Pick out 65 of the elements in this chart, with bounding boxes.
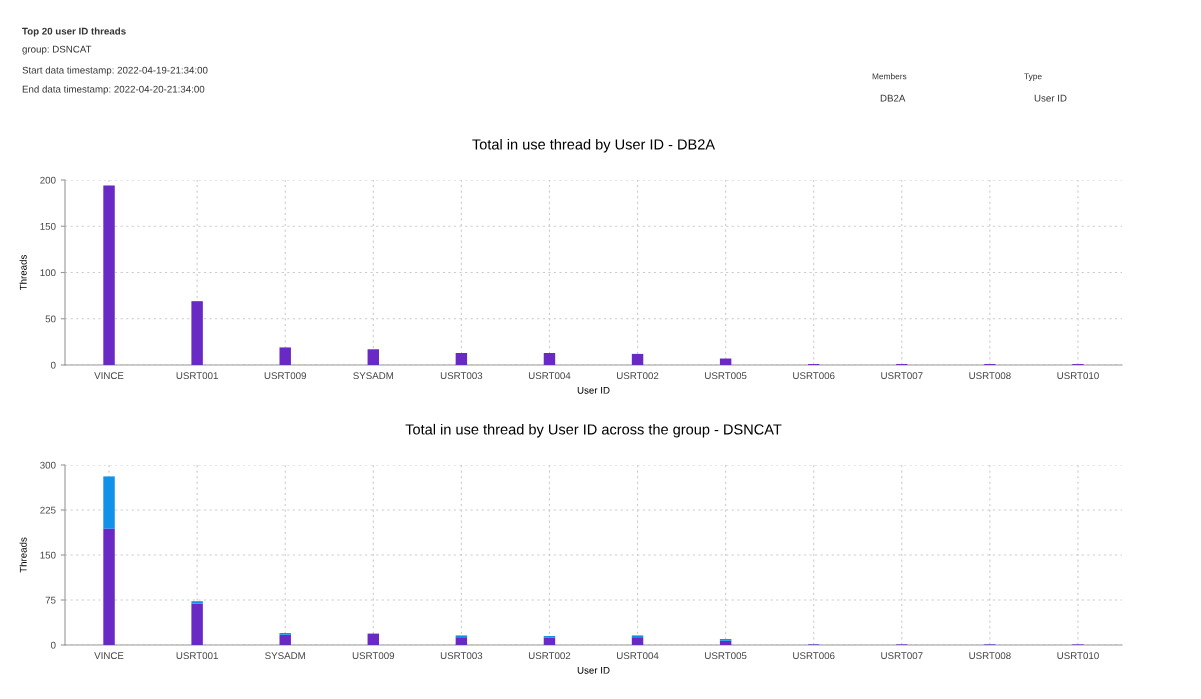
x-tick-label: USRT005 (705, 652, 747, 660)
y-tick-label: 200 (40, 176, 56, 184)
x-axis-title: User ID (577, 666, 610, 674)
x-tick-label: VINCE (94, 652, 124, 660)
y-tick-label: 75 (45, 596, 56, 604)
x-axis-title: User ID (577, 386, 610, 394)
bar (191, 603, 203, 645)
bar (279, 347, 291, 365)
x-tick-label: USRT003 (440, 652, 483, 660)
x-tick-label: SYSADM (265, 652, 305, 660)
bar (455, 352, 468, 365)
x-tick-label: USRT006 (793, 652, 835, 660)
text: Top 20 user ID threads (22, 27, 126, 37)
x-tick-label: USRT010 (1057, 372, 1099, 380)
y-axis-title: Threads (19, 255, 27, 291)
y-tick-label: 100 (40, 269, 56, 277)
bar (103, 476, 115, 529)
x-tick-label: VINCE (94, 372, 124, 380)
y-tick-label: 0 (50, 641, 56, 649)
chart-title: Total in use thread by User ID - DB2A (472, 138, 716, 153)
bar (103, 528, 115, 645)
x-tick-label: USRT006 (793, 372, 835, 380)
text: User ID (1034, 94, 1067, 102)
x-tick-label: USRT004 (528, 372, 571, 380)
x-tick-label: USRT008 (969, 372, 1011, 380)
x-tick-label: USRT002 (617, 372, 659, 380)
y-tick-label: 50 (45, 315, 56, 323)
bar (631, 637, 644, 645)
bar (543, 637, 556, 645)
y-tick-label: 0 (50, 361, 56, 369)
y-tick-label: 150 (40, 222, 56, 230)
bar (367, 349, 380, 365)
text: group: DSNCAT (22, 45, 92, 55)
bar (191, 301, 203, 365)
bar (367, 633, 380, 645)
text: Type (1024, 73, 1042, 81)
y-tick-label: 300 (40, 461, 56, 469)
x-tick-label: USRT007 (881, 372, 923, 380)
x-tick-label: USRT001 (176, 372, 218, 380)
x-tick-label: USRT001 (176, 652, 218, 660)
x-tick-label: USRT009 (264, 372, 307, 380)
x-tick-label: USRT008 (969, 652, 1011, 660)
x-tick-label: USRT007 (881, 652, 923, 660)
chart-title: Total in use thread by User ID across the group - DSNCAT (405, 423, 782, 438)
y-axis-title: Threads (19, 537, 27, 573)
bar (279, 634, 291, 645)
x-tick-label: SYSADM (353, 372, 394, 380)
text: Start data timestamp: 2022-04-19-21:34:00 (22, 66, 208, 76)
x-tick-label: USRT009 (352, 652, 395, 660)
bar (191, 601, 203, 604)
x-tick-label: USRT004 (617, 652, 659, 660)
text: DB2A (880, 94, 906, 102)
bar (719, 640, 732, 645)
bar (455, 637, 468, 645)
x-tick-label: USRT010 (1057, 652, 1099, 660)
y-tick-label: 150 (40, 551, 56, 559)
y-tick-label: 225 (40, 506, 56, 514)
text: End data timestamp: 2022-04-20-21:34:00 (22, 85, 205, 95)
bar (103, 185, 115, 365)
bar (631, 353, 644, 365)
bar (543, 352, 556, 365)
x-tick-label: USRT002 (528, 652, 571, 660)
x-tick-label: USRT005 (705, 372, 747, 380)
text: Members (872, 73, 907, 80)
x-tick-label: USRT003 (440, 372, 483, 380)
